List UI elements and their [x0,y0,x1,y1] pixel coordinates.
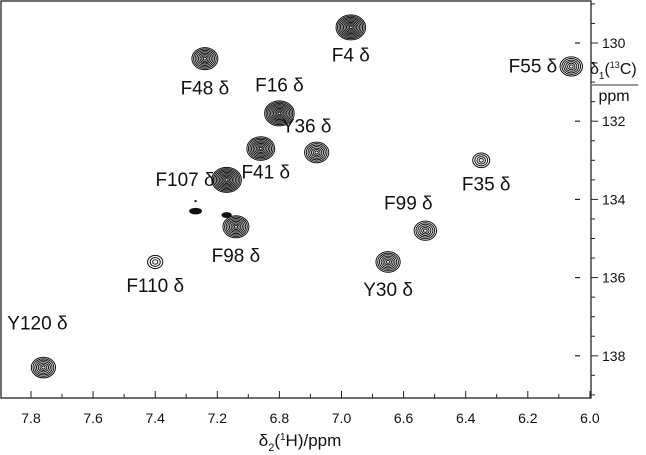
x-tick-label: 6.2 [518,410,538,426]
peak-contour [335,14,367,41]
peak-contour [413,220,438,241]
peak-contour [211,166,242,193]
peak-contour [304,141,330,164]
minor-peak [189,207,202,215]
peak-contour [147,254,164,270]
peak-label: F48 δ [181,79,230,100]
peak-label: F99 δ [384,194,433,215]
x-tick-label: 7.0 [332,410,352,426]
peak-contour [222,215,250,239]
y-tick-label: 134 [602,191,626,207]
plot-frame [0,0,592,399]
peak-label: F107 δ [155,170,214,191]
y-tick-label: 138 [602,348,626,364]
peak-label: F41 δ [241,163,290,184]
x-tick-label: 6.8 [270,410,290,426]
peak-contour [375,251,401,273]
peak-label: F4 δ [332,45,370,66]
peak-label: Y120 δ [7,314,67,335]
y-axis-ticks: 130 132 134 136 138 [575,3,626,396]
y-axis-label-unit: ppm [598,88,629,105]
x-axis-ticks: 7.8 7.6 7.4 7.2 6.8 7.0 6.6 6.4 6.2 6.0 [21,391,600,426]
x-axis-label: δ2(1H)/ppm [259,431,342,454]
x-tick-label: 7.4 [145,410,165,426]
peak-contour [264,100,295,127]
peak-labels: F4 δ F48 δ F55 δ F16 δ Y36 δ F41 δ F35 δ F107 δ… [7,45,557,334]
x-tick-label: 6.0 [580,410,600,426]
peak-contour [30,356,57,379]
x-tick-label: 6.6 [394,410,414,426]
peak-label: F35 δ [462,174,511,195]
minor-peak [221,212,232,218]
peak-contour [191,47,219,71]
peak-contour [559,56,583,77]
y-tick-label: 130 [602,35,626,51]
x-tick-label: 7.6 [83,410,103,426]
peak-label: F98 δ [212,246,261,267]
y-tick-label: 132 [602,113,626,129]
peak-label: F110 δ [126,276,184,297]
peak-label: F55 δ [509,56,558,77]
y-axis-label-top: δ1(13C) [590,60,637,82]
peak-contours [30,14,583,379]
y-tick-label: 136 [602,270,626,286]
x-tick-label: 7.8 [21,410,41,426]
peak-label: Y30 δ [363,280,413,301]
x-tick-label: 6.4 [456,410,476,426]
x-tick-label: 7.2 [208,410,228,426]
peak-contour [246,136,276,161]
peak-label: Y36 δ [282,116,332,137]
peak-contour [472,152,491,169]
minor-peak-dot [194,200,197,203]
peak-label: F16 δ [255,75,304,96]
y-axis-label: δ1(13C) ppm [590,60,638,105]
